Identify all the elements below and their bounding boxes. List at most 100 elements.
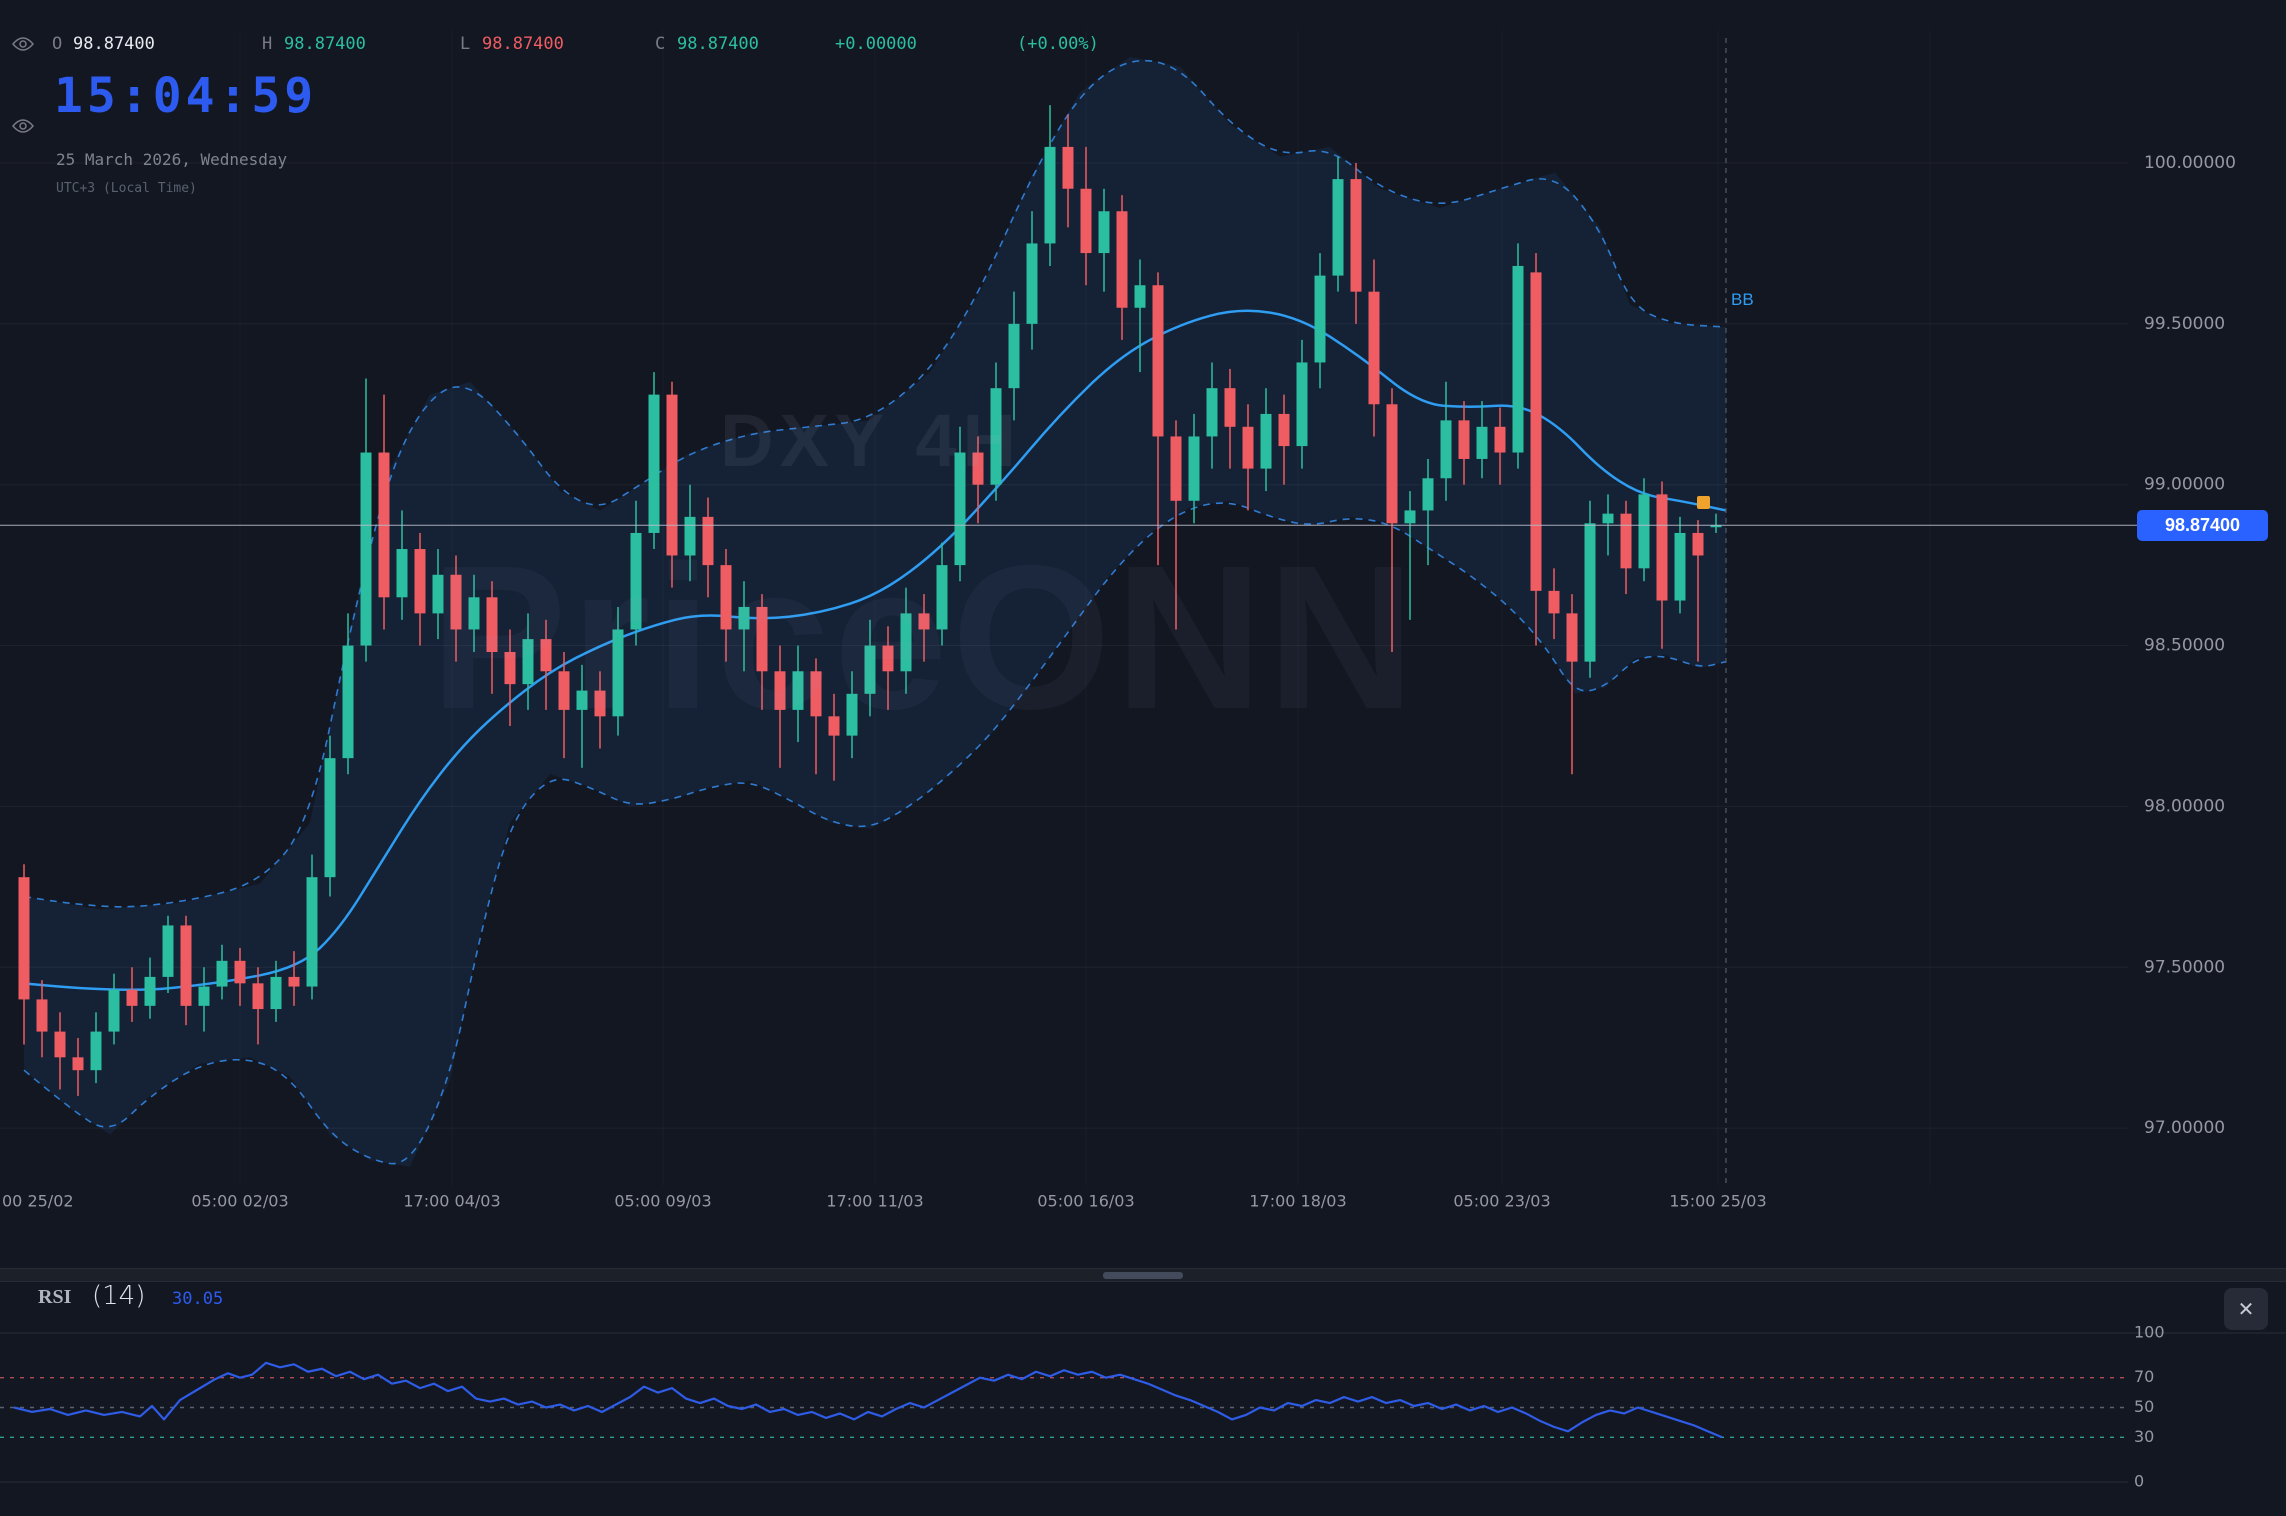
candle-body xyxy=(1512,265,1524,453)
candle-body xyxy=(612,629,624,717)
candle-body xyxy=(432,574,444,614)
candle-body xyxy=(1188,436,1200,501)
rsi-axis-label: 0 xyxy=(2134,1472,2144,1491)
watermark-symbol: DXY 4H xyxy=(720,399,1022,482)
candle-body xyxy=(1296,362,1308,447)
chart-date: 25 March 2026, Wednesday xyxy=(56,150,288,169)
candle-body xyxy=(774,671,786,710)
candle-body xyxy=(486,597,498,652)
order-marker xyxy=(1697,496,1710,509)
change-value: +0.00000 xyxy=(835,34,917,54)
candle-body xyxy=(1170,436,1182,501)
candle-body xyxy=(18,877,30,1000)
price-axis-label: 99.50000 xyxy=(2144,314,2225,334)
rsi-value: 30.05 xyxy=(172,1289,224,1309)
candle-body xyxy=(1386,404,1398,524)
candle-body xyxy=(1638,494,1650,569)
timezone-label: UTC+3 (Local Time) xyxy=(56,181,197,196)
bb-middle-line xyxy=(23,309,1727,992)
rsi-axis-label: 100 xyxy=(2134,1323,2165,1342)
high-value: 98.87400 xyxy=(284,34,366,54)
candle-body xyxy=(1044,146,1056,244)
low-label: L xyxy=(460,34,471,54)
price-axis-label: 97.50000 xyxy=(2144,957,2225,977)
candle-body xyxy=(198,986,210,1006)
candle-body xyxy=(1476,426,1488,459)
candle-body xyxy=(504,651,516,685)
candle-body xyxy=(828,716,840,736)
candle-body xyxy=(1062,146,1074,189)
candle-body xyxy=(1674,532,1686,601)
bb-indicator-label: BB xyxy=(1731,290,1754,309)
candle-body xyxy=(810,671,822,717)
time-axis-label: 05:00 23/03 xyxy=(1453,1192,1550,1211)
candle-body xyxy=(288,976,300,987)
candle-body xyxy=(954,452,966,566)
candle-body xyxy=(468,597,480,630)
candle-body xyxy=(144,976,156,1006)
rsi-line xyxy=(13,1361,1723,1439)
time-axis-label: 05:00 09/03 xyxy=(614,1192,711,1211)
time-axis-label: 05:00 16/03 xyxy=(1037,1192,1134,1211)
candle-body xyxy=(72,1057,84,1071)
bb-fill xyxy=(24,56,1726,1167)
session-clock: 15:04:59 xyxy=(54,68,318,124)
candle-body xyxy=(648,394,660,533)
candle-body xyxy=(1080,188,1092,254)
price-axis-label: 98.50000 xyxy=(2144,636,2225,656)
rsi-axis-label: 30 xyxy=(2134,1427,2154,1446)
candle-body xyxy=(1026,243,1038,324)
candle-body xyxy=(702,516,714,566)
candle-body xyxy=(882,645,894,672)
candle-body xyxy=(360,452,372,646)
candle-body xyxy=(1440,420,1452,479)
candle-body xyxy=(1206,388,1218,437)
candle-body xyxy=(1656,494,1668,601)
candle-body xyxy=(108,989,120,1032)
candle-body xyxy=(180,925,192,1006)
candle-body xyxy=(738,606,750,630)
price-axis-label: 97.00000 xyxy=(2144,1118,2225,1138)
candle-body xyxy=(522,639,534,685)
time-axis-label: 05:00 02/03 xyxy=(191,1192,288,1211)
rsi-axis-label: 70 xyxy=(2134,1367,2154,1386)
candle-body xyxy=(990,388,1002,485)
close-icon: ✕ xyxy=(2237,1298,2255,1321)
rsi-close-button[interactable]: ✕ xyxy=(2224,1288,2268,1330)
bb-lower-band xyxy=(23,502,1727,1165)
candle-body xyxy=(1584,523,1596,662)
candle-body xyxy=(306,877,318,987)
candle-body xyxy=(666,394,678,556)
candle-body xyxy=(414,549,426,614)
candle-body xyxy=(846,693,858,736)
change-percent: (+0.00%) xyxy=(1017,34,1099,54)
watermark-brand: PriceONN xyxy=(430,523,1420,752)
candle-body xyxy=(1404,510,1416,524)
candle-body xyxy=(1548,590,1560,614)
candle-body xyxy=(36,999,48,1032)
rsi-title: RSI xyxy=(38,1286,72,1308)
candle-body xyxy=(900,613,912,672)
candle-body xyxy=(342,645,354,759)
time-axis-label: 17:00 04/03 xyxy=(403,1192,500,1211)
low-value: 98.87400 xyxy=(482,34,564,54)
candle-body xyxy=(1260,413,1272,469)
close-value: 98.87400 xyxy=(677,34,759,54)
last-price-badge: 98.87400 xyxy=(2137,510,2268,541)
candle-body xyxy=(252,983,264,1010)
candle-body xyxy=(1116,211,1128,308)
candle-body xyxy=(792,671,804,710)
candle-body xyxy=(756,606,768,672)
pane-drag-handle[interactable] xyxy=(1103,1272,1183,1279)
candle-body xyxy=(1242,426,1254,469)
candle-body xyxy=(576,690,588,710)
candle-body xyxy=(54,1031,66,1058)
candle-body xyxy=(1692,532,1704,556)
open-value: 98.87400 xyxy=(73,34,155,54)
candle-body xyxy=(1224,388,1236,427)
candle-body xyxy=(270,976,282,1010)
close-label: C xyxy=(655,34,666,54)
candle-body xyxy=(936,565,948,630)
